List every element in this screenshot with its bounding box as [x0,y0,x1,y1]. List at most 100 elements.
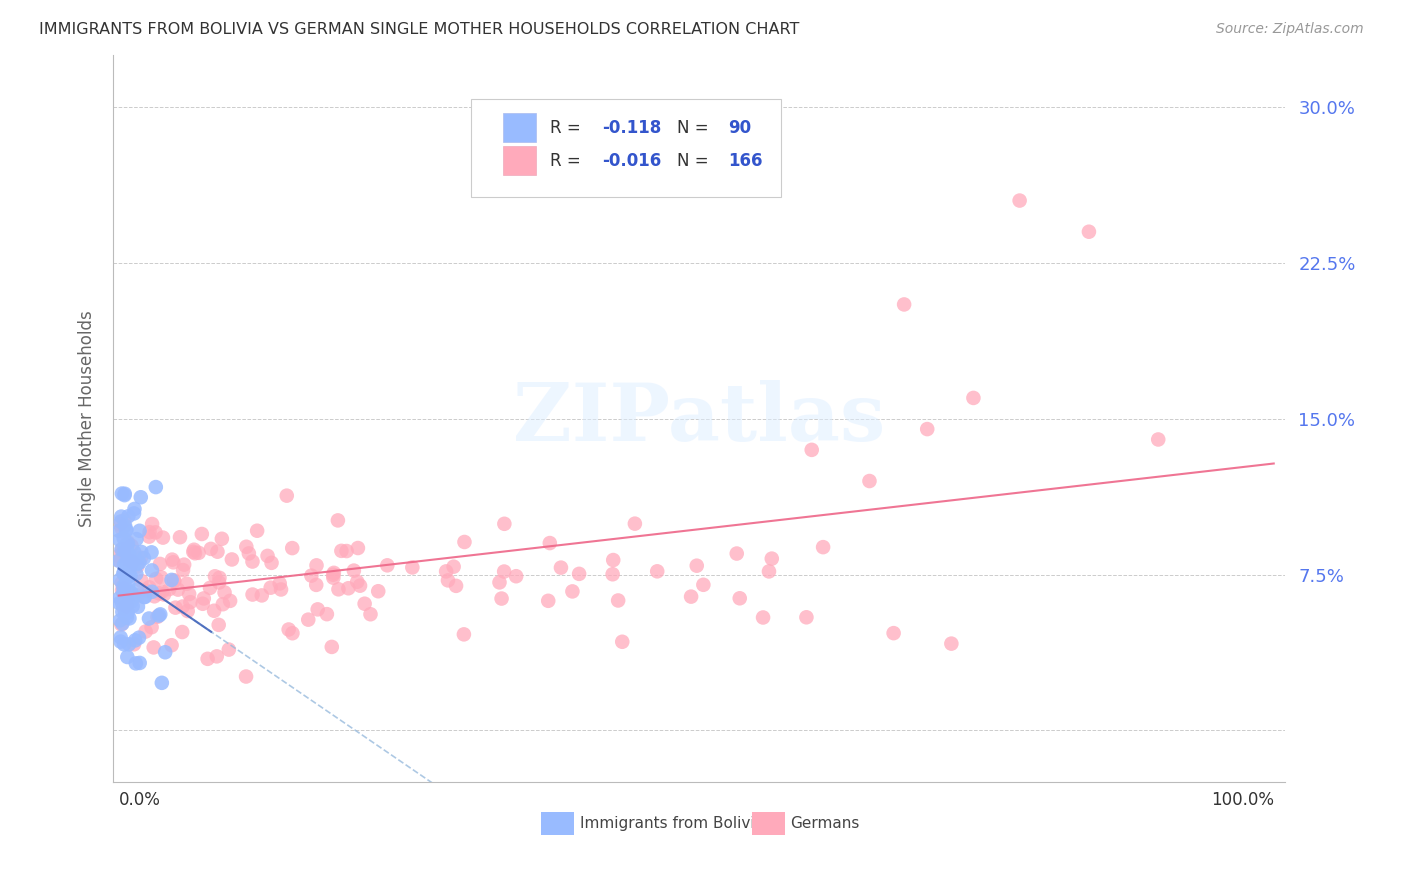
Point [124,633,146,648]
Point [112,582,135,596]
Point [128,524,150,538]
Point [167,582,190,597]
Point [191,527,214,541]
Point [207,544,229,558]
Point [211,532,233,546]
Point [108,573,131,587]
Point [326,513,349,527]
Point [1077,225,1099,239]
Point [941,637,963,651]
Point [121,599,143,613]
Point [108,613,131,627]
Point [505,569,527,583]
Point [118,565,141,579]
Point [561,584,583,599]
Text: ZIPatlas: ZIPatlas [513,380,886,458]
Point [221,552,243,566]
Point [108,524,131,538]
Point [214,585,236,599]
Point [122,507,145,521]
Point [197,652,219,666]
Point [111,616,134,631]
Point [322,571,344,585]
Point [128,556,150,570]
Point [127,559,149,574]
Point [128,631,150,645]
Point [322,566,344,580]
Point [112,558,135,572]
Point [179,595,201,609]
Point [256,549,278,563]
FancyBboxPatch shape [752,812,785,835]
Point [115,610,138,624]
Point [183,542,205,557]
Point [122,637,145,651]
Point [146,610,169,624]
Point [242,555,264,569]
Point [117,509,139,524]
Point [246,524,269,538]
Point [200,541,222,556]
Point [115,570,138,584]
Point [117,554,139,568]
Point [758,565,780,579]
Point [111,542,134,557]
Point [145,572,167,586]
Point [602,553,624,567]
Point [110,509,132,524]
Point [260,556,283,570]
Point [176,576,198,591]
Point [160,573,183,587]
Point [645,565,668,579]
Point [160,552,183,566]
Point [108,517,131,532]
FancyBboxPatch shape [503,146,536,175]
Point [692,578,714,592]
Text: N =: N = [676,152,714,169]
Point [305,578,328,592]
Point [165,600,187,615]
Point [112,543,135,558]
Point [612,634,634,648]
Point [494,565,516,579]
Point [281,626,304,640]
Point [120,594,142,608]
Text: R =: R = [550,119,586,136]
Point [270,582,292,597]
Text: 166: 166 [728,152,763,169]
Point [112,601,135,615]
Point [117,590,139,604]
Point [115,598,138,612]
Point [148,608,170,623]
Point [118,585,141,599]
Point [343,564,366,578]
Point [686,558,709,573]
Point [125,532,148,546]
Point [138,525,160,540]
Point [112,566,135,581]
Text: Immigrants from Bolivia: Immigrants from Bolivia [579,816,763,831]
Point [491,591,513,606]
Point [117,585,139,599]
Point [132,551,155,566]
Point [112,579,135,593]
Point [135,624,157,639]
Point [568,566,591,581]
Point [202,604,225,618]
Point [142,640,165,655]
Point [281,541,304,555]
Point [184,546,207,560]
Point [115,523,138,537]
Point [115,555,138,569]
Point [120,586,142,600]
Text: -0.118: -0.118 [602,119,661,136]
Point [125,566,148,581]
Point [307,602,329,616]
Point [129,545,152,559]
Text: N =: N = [676,119,714,136]
Text: Germans: Germans [790,816,860,831]
Point [346,574,368,589]
Point [191,597,214,611]
Point [141,620,163,634]
Point [349,579,371,593]
